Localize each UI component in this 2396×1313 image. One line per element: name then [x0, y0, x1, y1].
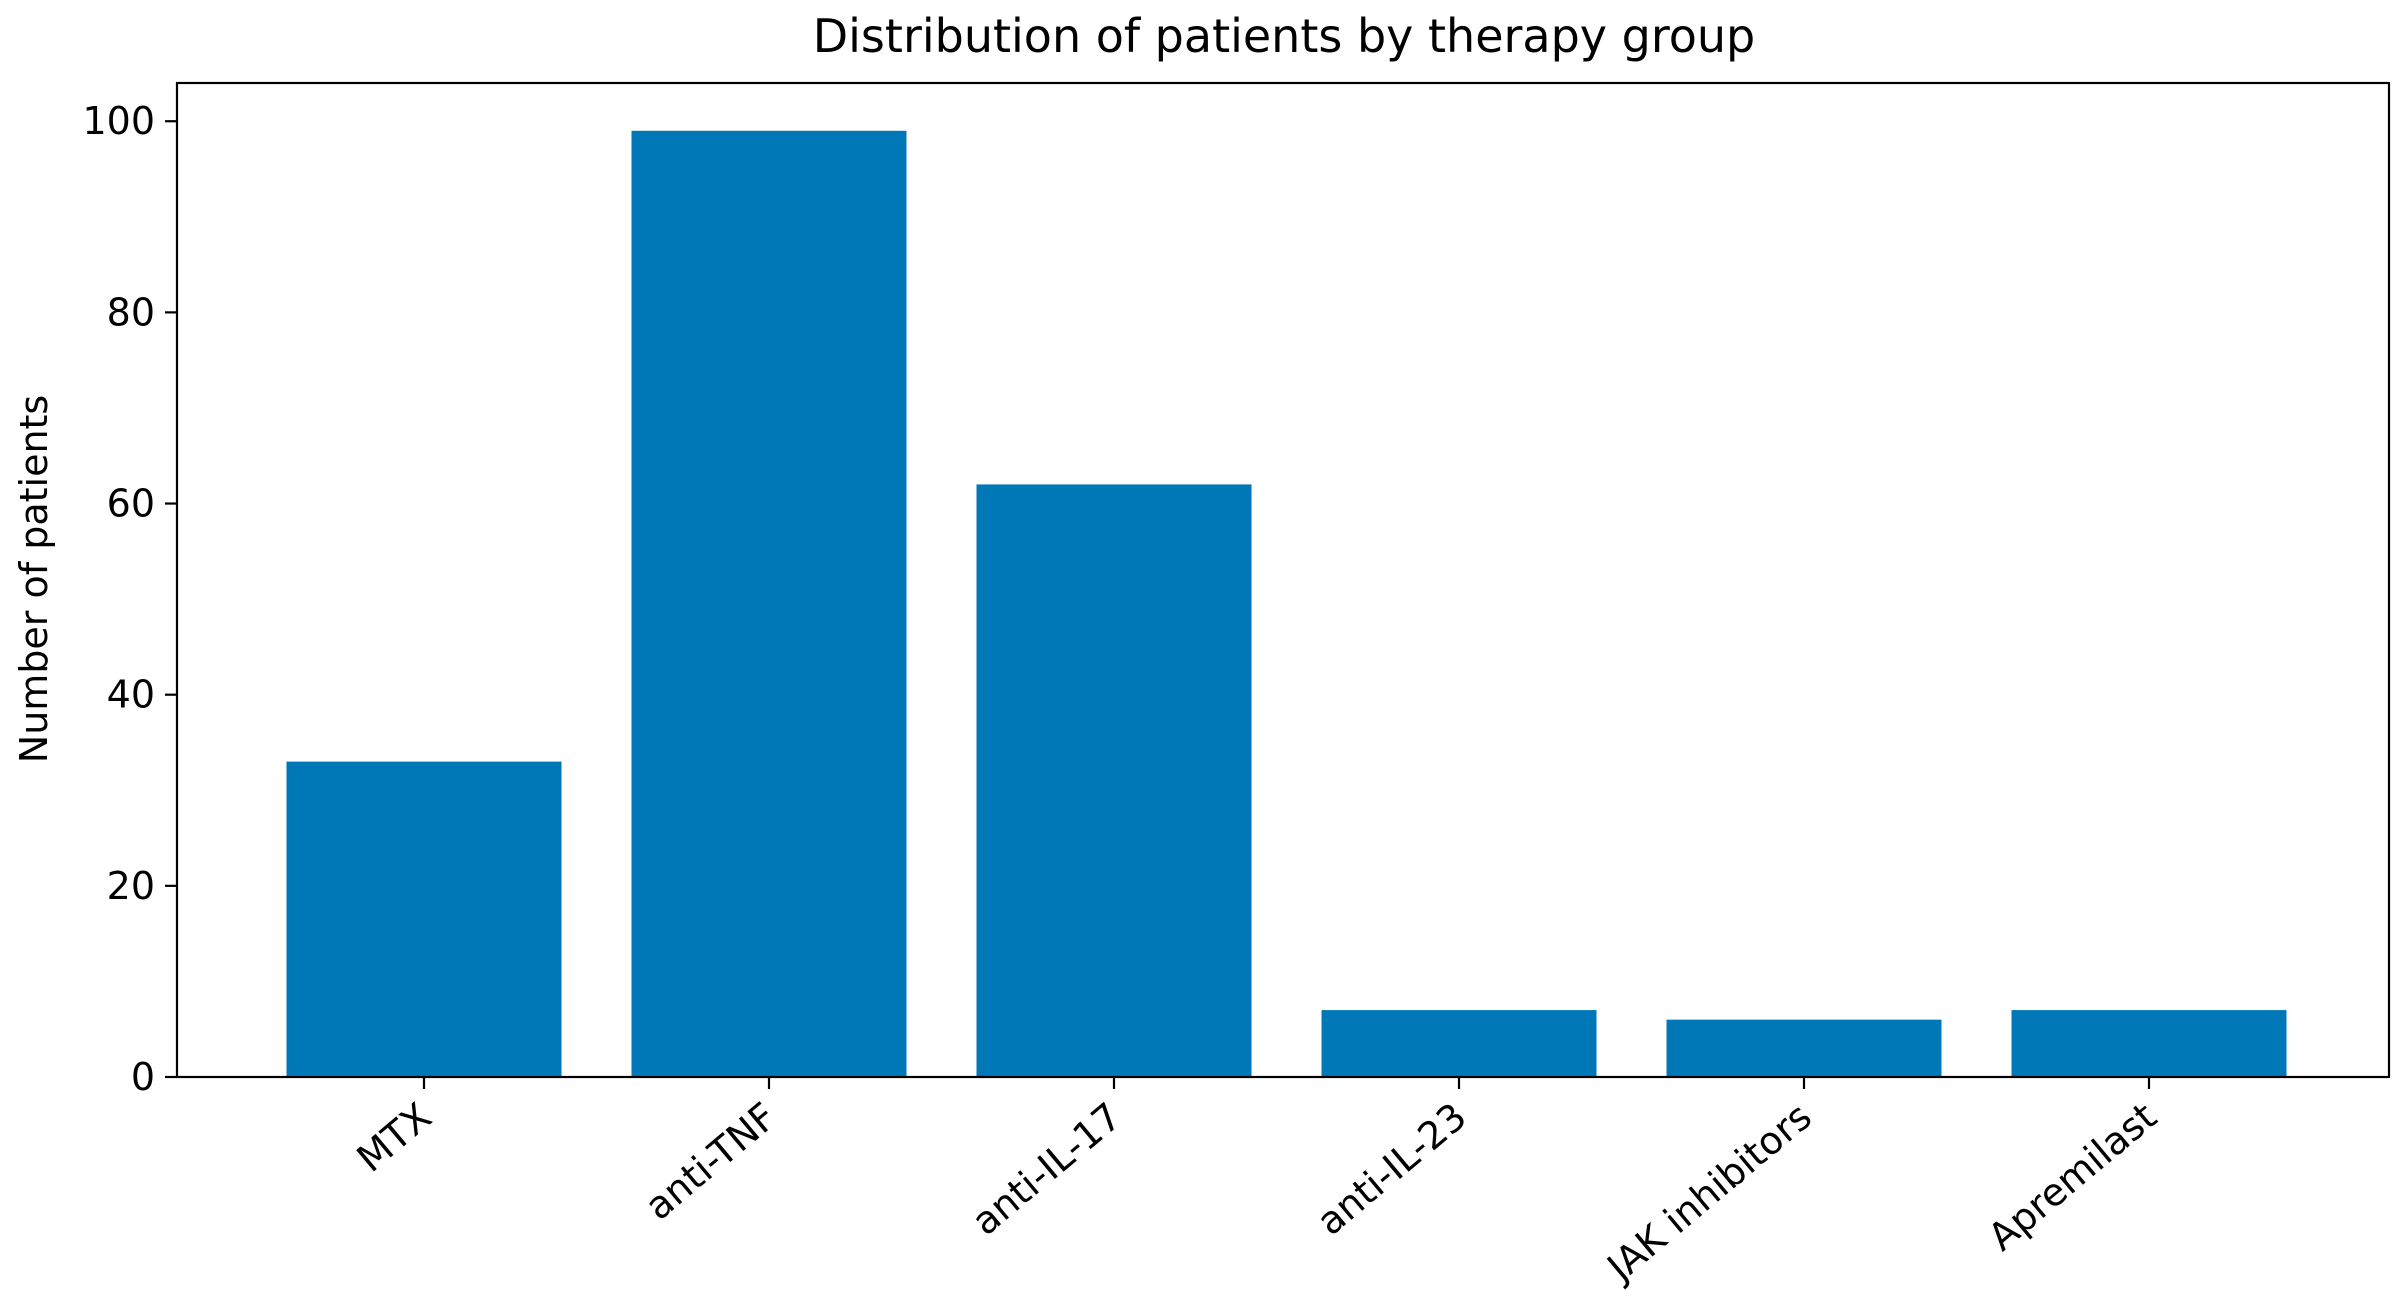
- y-tick-label: 40: [107, 673, 155, 717]
- bar-anti-il-23: [1321, 1010, 1597, 1077]
- x-tick-label: anti-IL-23: [1308, 1094, 1474, 1244]
- bars-group: [286, 130, 2287, 1078]
- x-tick-label: Apremilast: [1980, 1094, 2165, 1259]
- x-tick-label: MTX: [349, 1094, 440, 1180]
- bar-apremilast: [2011, 1010, 2287, 1077]
- x-tick-label: anti-IL-17: [963, 1094, 1129, 1244]
- x-axis-ticks: MTX anti-TNF anti-IL-17 anti-IL-23 JAK inhib…: [349, 1077, 2165, 1291]
- plot-frame: [175, 81, 2391, 1079]
- x-tick-label: anti-TNF: [637, 1094, 785, 1228]
- y-tick-label: 0: [131, 1055, 155, 1099]
- bar-anti-tnf: [631, 130, 907, 1078]
- bar-mtx: [286, 761, 562, 1077]
- bar-jak-inhibitors: [1666, 1019, 1942, 1077]
- chart-title: Distribution of patients by therapy grou…: [813, 9, 1756, 63]
- bar-anti-il-17: [976, 484, 1252, 1077]
- y-tick-label: 100: [82, 99, 155, 143]
- y-tick-label: 60: [107, 482, 155, 526]
- y-axis-ticks: 0 20 40 60 80 100: [82, 99, 177, 1099]
- x-tick-label: JAK inhibitors: [1598, 1094, 1820, 1290]
- y-tick-label: 20: [107, 864, 155, 908]
- y-tick-label: 80: [107, 290, 155, 334]
- y-axis-label: Number of patients: [12, 395, 56, 763]
